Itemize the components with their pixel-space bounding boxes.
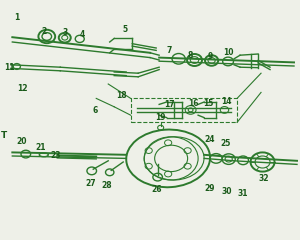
- Text: 23: 23: [50, 151, 61, 161]
- Text: 8: 8: [188, 51, 193, 60]
- Text: 4: 4: [80, 30, 86, 39]
- Text: 31: 31: [238, 189, 248, 198]
- Text: 29: 29: [205, 184, 215, 193]
- Text: 10: 10: [223, 48, 233, 57]
- Text: 27: 27: [85, 179, 95, 188]
- Text: 28: 28: [101, 181, 112, 191]
- Text: 32: 32: [259, 174, 269, 183]
- Text: 21: 21: [35, 143, 46, 152]
- Text: 11: 11: [4, 63, 15, 72]
- Text: 12: 12: [18, 84, 28, 93]
- Text: 16: 16: [188, 99, 199, 108]
- Text: 14: 14: [221, 97, 232, 107]
- Text: 6: 6: [92, 106, 98, 115]
- Text: 1: 1: [14, 13, 20, 23]
- Text: 20: 20: [16, 137, 27, 146]
- Text: 15: 15: [203, 99, 214, 108]
- Bar: [131, 98, 237, 122]
- Text: 3: 3: [62, 28, 68, 37]
- Text: 5: 5: [122, 25, 127, 35]
- Text: 9: 9: [208, 52, 213, 61]
- Text: 30: 30: [221, 187, 232, 197]
- Text: T: T: [1, 131, 7, 140]
- Text: 26: 26: [151, 185, 161, 194]
- Text: 18: 18: [116, 91, 127, 101]
- Text: 17: 17: [164, 100, 175, 109]
- Text: 2: 2: [41, 27, 46, 36]
- Text: 25: 25: [220, 139, 230, 149]
- Text: 24: 24: [205, 135, 215, 144]
- Text: 7: 7: [167, 46, 172, 55]
- Text: 19: 19: [155, 113, 166, 122]
